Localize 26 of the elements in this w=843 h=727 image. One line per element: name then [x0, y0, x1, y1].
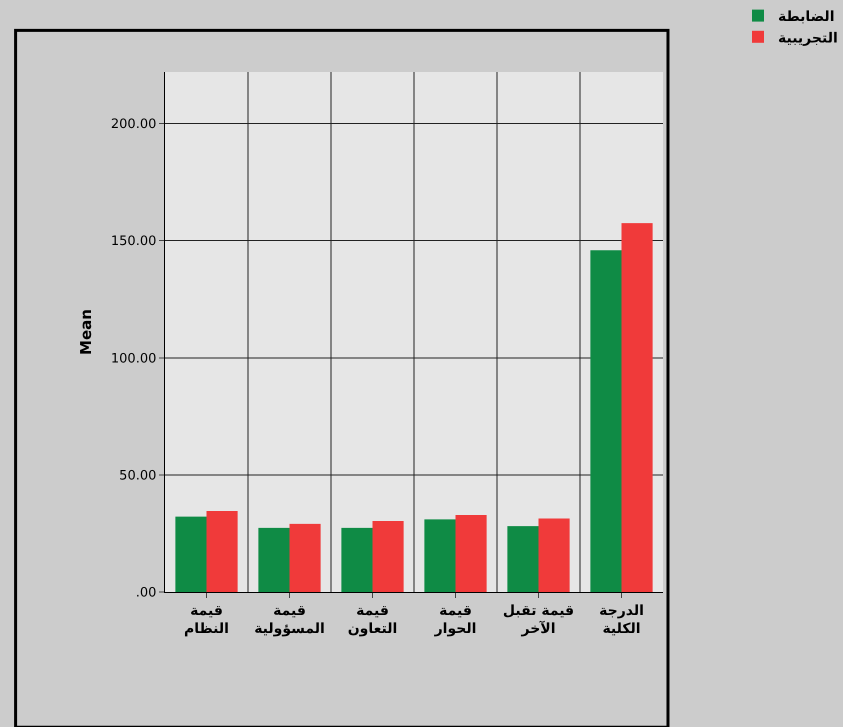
y-tick-label: .00	[136, 586, 156, 601]
bar	[456, 514, 487, 592]
bar	[341, 528, 372, 592]
bar	[372, 521, 404, 592]
legend-label: التجريبية	[778, 30, 838, 46]
y-tick-label: 50.00	[119, 468, 156, 484]
y-tick-label: 150.00	[110, 234, 156, 250]
x-tick-label: قيمة تقبل الآخر	[502, 602, 574, 637]
bar	[424, 519, 456, 592]
legend-label: الضابطة	[778, 9, 834, 26]
x-tick-label: قيمة النظام	[184, 602, 229, 637]
bar	[590, 250, 622, 592]
x-tick-label: قيمة الحوار	[434, 602, 476, 637]
bar	[507, 526, 538, 592]
bar	[258, 528, 290, 592]
bar	[538, 518, 570, 592]
x-tick-label: قيمة التعاون	[348, 602, 398, 637]
bar	[206, 510, 238, 592]
x-tick-label: الدرجة الكلية	[599, 602, 644, 637]
y-tick-label: 100.00	[110, 351, 156, 366]
y-axis-title: Mean	[77, 309, 96, 355]
bar	[175, 516, 206, 592]
y-tick-label: 200.00	[110, 117, 156, 132]
x-tick-label: قيمة المسؤولية	[254, 602, 325, 637]
bar	[290, 524, 321, 592]
bar	[622, 223, 653, 592]
